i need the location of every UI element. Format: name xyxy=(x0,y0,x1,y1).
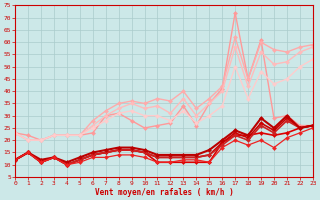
X-axis label: Vent moyen/en rafales ( km/h ): Vent moyen/en rafales ( km/h ) xyxy=(95,188,233,197)
